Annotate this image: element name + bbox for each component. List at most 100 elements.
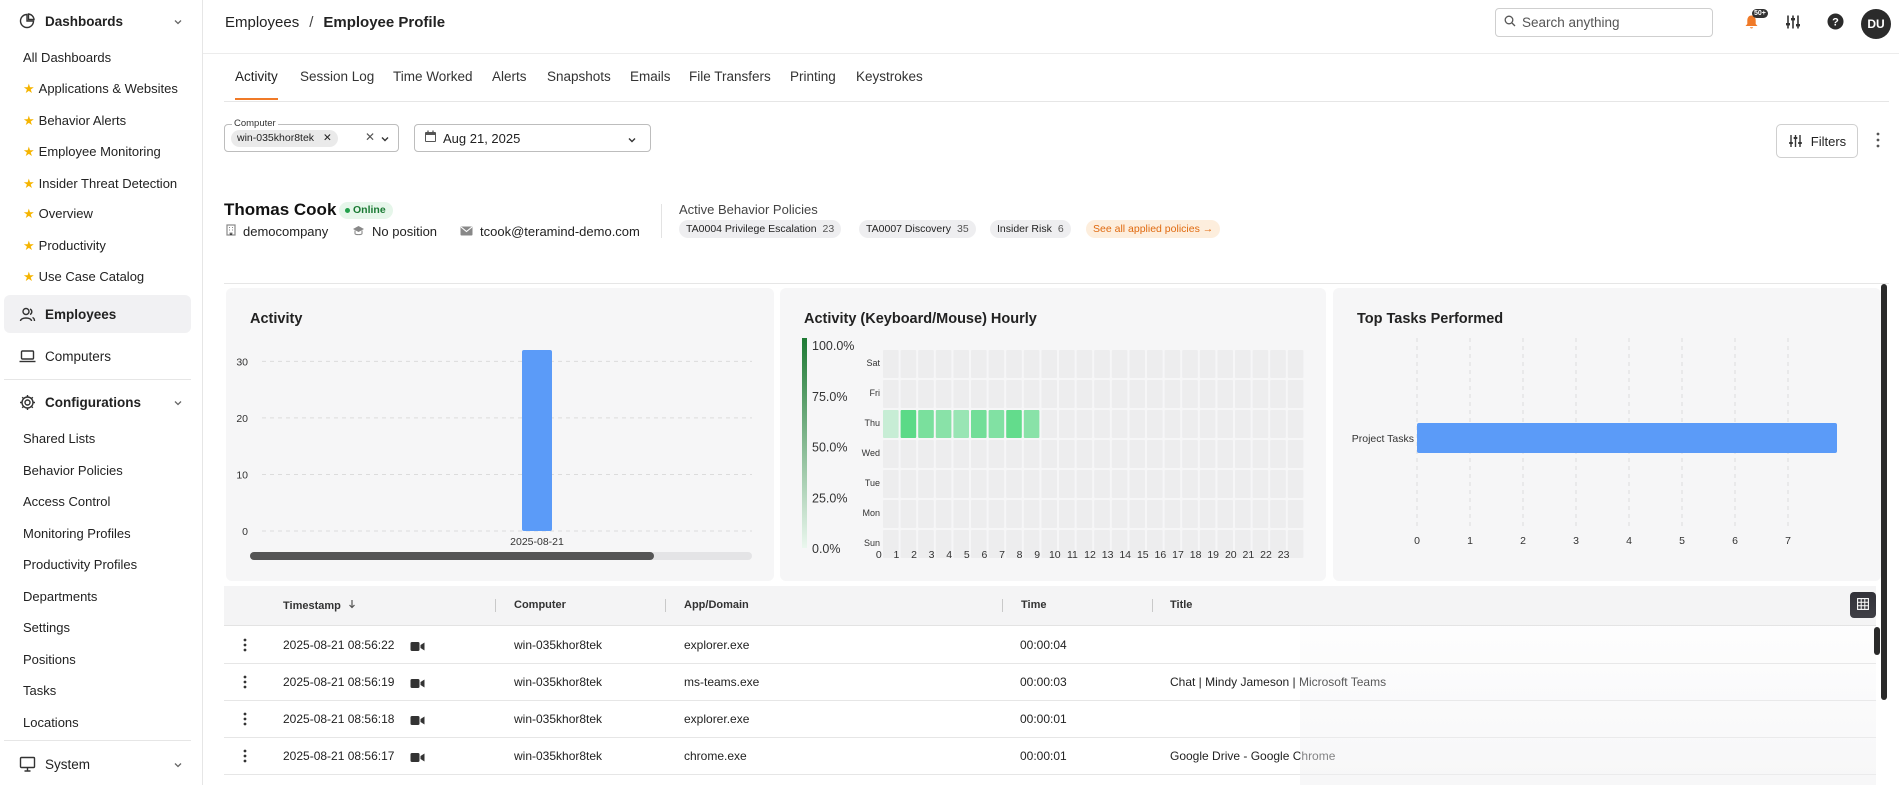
video-camera-icon[interactable]: [410, 714, 425, 729]
sidebar-item-behavior-policies[interactable]: Behavior Policies: [23, 463, 123, 478]
avatar[interactable]: DU: [1861, 9, 1891, 39]
chevron-down-icon: [173, 396, 183, 411]
col-title[interactable]: Title: [1170, 599, 1193, 611]
notifications-button[interactable]: 50+: [1740, 9, 1768, 34]
x-tick-label: 15: [1137, 549, 1149, 561]
column-separator[interactable]: [1152, 599, 1153, 612]
status-badge: Online: [339, 202, 393, 219]
sidebar-item-employees[interactable]: Employees: [0, 294, 203, 334]
sidebar-item-settings[interactable]: Settings: [23, 620, 70, 635]
row-menu-icon[interactable]: [243, 712, 247, 729]
sidebar-section-dashboards[interactable]: Dashboards: [0, 1, 203, 41]
cell-title: Google Drive - Google Chrome: [1170, 749, 1336, 763]
tab-session-log[interactable]: Session Log: [300, 69, 375, 84]
tab-printing[interactable]: Printing: [790, 69, 836, 84]
sidebar-item-use-case-catalog[interactable]: ★ Use Case Catalog: [23, 269, 145, 284]
sidebar-item-monitoring-profiles[interactable]: Monitoring Profiles: [23, 526, 131, 541]
chip-remove-icon[interactable]: ✕: [322, 132, 332, 144]
x-tick-label: 13: [1102, 549, 1114, 561]
column-separator[interactable]: [665, 599, 666, 612]
col-timestamp[interactable]: Timestamp: [283, 599, 356, 612]
table-row[interactable]: 2025-08-21 08:56:17 win-035khor8tek chro…: [224, 738, 1876, 775]
sidebar-item-positions[interactable]: Positions: [23, 652, 76, 667]
tab-snapshots[interactable]: Snapshots: [547, 69, 611, 84]
heatmap-cell: [935, 410, 952, 438]
column-separator[interactable]: [1002, 599, 1003, 612]
tab-activity[interactable]: Activity: [235, 69, 278, 100]
sidebar-item-employee-monitoring[interactable]: ★ Employee Monitoring: [23, 144, 161, 159]
chevron-down-icon[interactable]: [380, 132, 390, 147]
users-icon: [18, 305, 36, 323]
tab-file-transfers[interactable]: File Transfers: [689, 69, 771, 84]
sidebar-item-departments[interactable]: Departments: [23, 589, 98, 604]
tab-alerts[interactable]: Alerts: [492, 69, 527, 84]
page-scrollbar[interactable]: [1881, 284, 1887, 700]
policy-badge[interactable]: TA0007 Discovery 35: [859, 220, 976, 238]
sidebar-item-productivity-profiles[interactable]: Productivity Profiles: [23, 557, 138, 572]
heatmap-cell: [883, 500, 899, 528]
heatmap-cell: [1023, 380, 1040, 408]
heatmap-cell: [1182, 500, 1198, 528]
row-menu-icon[interactable]: [243, 638, 247, 655]
search-input[interactable]: Search anything: [1495, 8, 1713, 37]
tab-keystrokes[interactable]: Keystrokes: [856, 69, 923, 84]
section-divider: [224, 283, 1889, 284]
computer-select[interactable]: Computer win-035khor8tek ✕ ✕: [224, 118, 399, 152]
more-options-icon[interactable]: [1876, 132, 1880, 151]
heatmap-cell: [1182, 530, 1198, 558]
col-app-domain[interactable]: App/Domain: [684, 599, 749, 611]
tab-time-worked[interactable]: Time Worked: [393, 69, 473, 84]
sidebar-item-locations[interactable]: Locations: [23, 715, 79, 730]
table-row[interactable]: 2025-08-21 08:56:18 win-035khor8tek expl…: [224, 701, 1876, 738]
clear-icon[interactable]: ✕: [365, 130, 376, 144]
heatmap-cell: [1270, 380, 1286, 408]
heatmap-cell: [900, 350, 917, 378]
column-settings-button[interactable]: [1850, 592, 1876, 618]
policy-badge[interactable]: Insider Risk 6: [990, 220, 1071, 238]
search-icon: [1504, 15, 1516, 30]
sidebar-item-overview[interactable]: ★ Overview: [23, 206, 93, 221]
sidebar-item-computers[interactable]: Computers: [0, 336, 203, 376]
table-row[interactable]: 2025-08-21 08:56:22 win-035khor8tek expl…: [224, 627, 1876, 664]
sidebar-item-insider-threat[interactable]: ★ Insider Threat Detection: [23, 176, 178, 191]
policy-badge[interactable]: TA0004 Privilege Escalation 23: [679, 220, 842, 238]
sidebar-item-shared-lists[interactable]: Shared Lists: [23, 431, 96, 446]
help-button[interactable]: ?: [1824, 12, 1846, 34]
row-menu-icon[interactable]: [243, 675, 247, 692]
see-all-policies-link[interactable]: See all applied policies →: [1086, 220, 1221, 238]
col-time[interactable]: Time: [1021, 599, 1047, 611]
sidebar-item-applications-websites[interactable]: ★ Applications & Websites: [23, 81, 178, 96]
x-tick-label: 12: [1084, 549, 1096, 561]
sidebar-item-productivity[interactable]: ★ Productivity: [23, 238, 106, 253]
heatmap-cell: [1235, 380, 1251, 408]
cell-computer: win-035khor8tek: [514, 675, 603, 689]
filters-button[interactable]: Filters: [1776, 124, 1858, 158]
sidebar-item-all-dashboards[interactable]: All Dashboards: [23, 50, 112, 65]
col-computer[interactable]: Computer: [514, 599, 566, 611]
settings-sliders-button[interactable]: [1782, 12, 1804, 34]
sidebar-item-tasks[interactable]: Tasks: [23, 683, 57, 698]
sidebar-item-access-control[interactable]: Access Control: [23, 494, 111, 509]
heatmap-cell: [1164, 470, 1181, 498]
heatmap-cell: [988, 410, 1005, 438]
breadcrumb-employees-link[interactable]: Employees: [225, 14, 300, 31]
heatmap-cell: [1041, 380, 1057, 408]
sidebar-section-configurations[interactable]: Configurations: [0, 382, 203, 422]
video-camera-icon[interactable]: [410, 751, 425, 766]
heatmap-cell: [1199, 440, 1216, 468]
video-camera-icon[interactable]: [410, 640, 425, 655]
table-row[interactable]: 2025-08-21 08:56:19 win-035khor8tek ms-t…: [224, 664, 1876, 701]
heatmap-cell: [1041, 350, 1057, 378]
heatmap-cell: [971, 470, 987, 498]
date-picker[interactable]: Aug 21, 2025: [414, 124, 651, 152]
table-scrollbar[interactable]: [1874, 627, 1880, 655]
sidebar-item-behavior-alerts[interactable]: ★ Behavior Alerts: [23, 113, 127, 128]
heatmap-cell: [935, 500, 952, 528]
sidebar-section-system[interactable]: System: [0, 744, 203, 784]
heatmap-cell: [1023, 470, 1040, 498]
tab-emails[interactable]: Emails: [630, 69, 671, 84]
column-separator[interactable]: [495, 599, 496, 612]
employee-email[interactable]: tcook@teramind-demo.com: [460, 224, 640, 239]
row-menu-icon[interactable]: [243, 749, 247, 766]
video-camera-icon[interactable]: [410, 677, 425, 692]
